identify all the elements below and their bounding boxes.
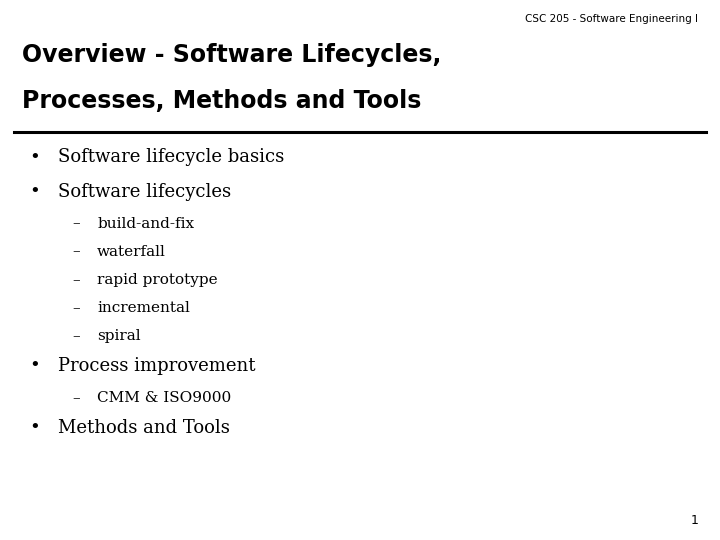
Text: –: – bbox=[72, 245, 80, 259]
Text: incremental: incremental bbox=[97, 301, 190, 315]
Text: Processes, Methods and Tools: Processes, Methods and Tools bbox=[22, 89, 421, 113]
Text: Overview - Software Lifecycles,: Overview - Software Lifecycles, bbox=[22, 43, 441, 67]
Text: –: – bbox=[72, 391, 80, 405]
Text: CSC 205 - Software Engineering I: CSC 205 - Software Engineering I bbox=[526, 14, 698, 24]
Text: Software lifecycle basics: Software lifecycle basics bbox=[58, 148, 284, 166]
Text: Process improvement: Process improvement bbox=[58, 357, 255, 375]
Text: –: – bbox=[72, 301, 80, 315]
Text: •: • bbox=[29, 183, 40, 200]
Text: –: – bbox=[72, 217, 80, 231]
Text: •: • bbox=[29, 148, 40, 166]
Text: CMM & ISO9000: CMM & ISO9000 bbox=[97, 391, 231, 405]
Text: •: • bbox=[29, 419, 40, 437]
Text: spiral: spiral bbox=[97, 329, 141, 343]
Text: Methods and Tools: Methods and Tools bbox=[58, 419, 230, 437]
Text: •: • bbox=[29, 357, 40, 375]
Text: build-and-fix: build-and-fix bbox=[97, 217, 194, 231]
Text: Software lifecycles: Software lifecycles bbox=[58, 183, 230, 200]
Text: –: – bbox=[72, 273, 80, 287]
Text: waterfall: waterfall bbox=[97, 245, 166, 259]
Text: –: – bbox=[72, 329, 80, 343]
Text: rapid prototype: rapid prototype bbox=[97, 273, 218, 287]
Text: 1: 1 bbox=[690, 514, 698, 526]
